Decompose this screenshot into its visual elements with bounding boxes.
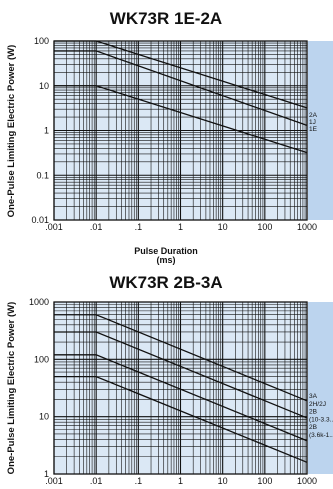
legend-panel: [308, 41, 333, 220]
series-label: 2B: [309, 409, 317, 416]
series-label: (10-3.3...: [309, 416, 333, 423]
y-tick-label: 0.01: [31, 215, 49, 225]
series-label: 3A: [309, 393, 318, 400]
x-tick-label: .1: [135, 222, 143, 232]
y-axis-label: One-Pulse Limiting Electric Power (W): [6, 302, 17, 475]
x-axis-unit: (ms): [156, 255, 175, 265]
x-tick-label: 10: [218, 476, 228, 486]
series-line-0: [54, 40, 308, 109]
chart-title: WK73R 2B-3A: [109, 273, 222, 292]
series-label: 2B: [309, 424, 317, 431]
series-label: 2A: [309, 112, 318, 119]
series-label: 2H/2J: [309, 401, 326, 408]
x-tick-label: .01: [90, 222, 103, 232]
y-tick-label: 0.1: [36, 170, 49, 180]
plot-frame: [53, 40, 308, 221]
y-axis-label: One-Pulse Limiting Electric Power (W): [6, 45, 17, 218]
series-line-3: [54, 375, 308, 463]
x-tick-label: 1000: [297, 222, 317, 232]
y-tick-label: 1: [44, 126, 49, 136]
gridlines: [53, 301, 308, 475]
x-tick-label: .001: [45, 222, 63, 232]
series-label: (3.6k-1...: [309, 432, 333, 439]
x-tick-label: .01: [90, 476, 103, 486]
chart-title: WK73R 1E-2A: [110, 9, 222, 28]
x-tick-label: 1: [178, 476, 183, 486]
x-tick-label: .001: [45, 476, 63, 486]
series-line-2: [54, 354, 308, 442]
x-tick-label: .1: [135, 476, 143, 486]
x-tick-label: 1: [178, 222, 183, 232]
plot-frame: [53, 301, 308, 475]
x-axis-label: Pulse Duration: [134, 246, 198, 256]
series-label: 1J: [309, 119, 316, 126]
series-line-0: [54, 314, 308, 402]
y-tick-label: 100: [34, 354, 49, 364]
series-line-2: [54, 85, 308, 154]
x-tick-label: 10: [218, 222, 228, 232]
x-tick-label: 100: [257, 476, 272, 486]
x-tick-label: 1000: [297, 476, 317, 486]
series-line-1: [54, 331, 308, 419]
series-label: 1E: [309, 126, 318, 133]
y-tick-label: 10: [39, 412, 49, 422]
series-line-1: [54, 50, 308, 127]
y-tick-label: 1000: [29, 297, 49, 307]
y-tick-label: 10: [39, 81, 49, 91]
y-tick-label: 100: [34, 36, 49, 46]
y-tick-label: 1: [44, 469, 49, 479]
legend-panel: [308, 302, 333, 474]
x-tick-label: 100: [257, 222, 272, 232]
